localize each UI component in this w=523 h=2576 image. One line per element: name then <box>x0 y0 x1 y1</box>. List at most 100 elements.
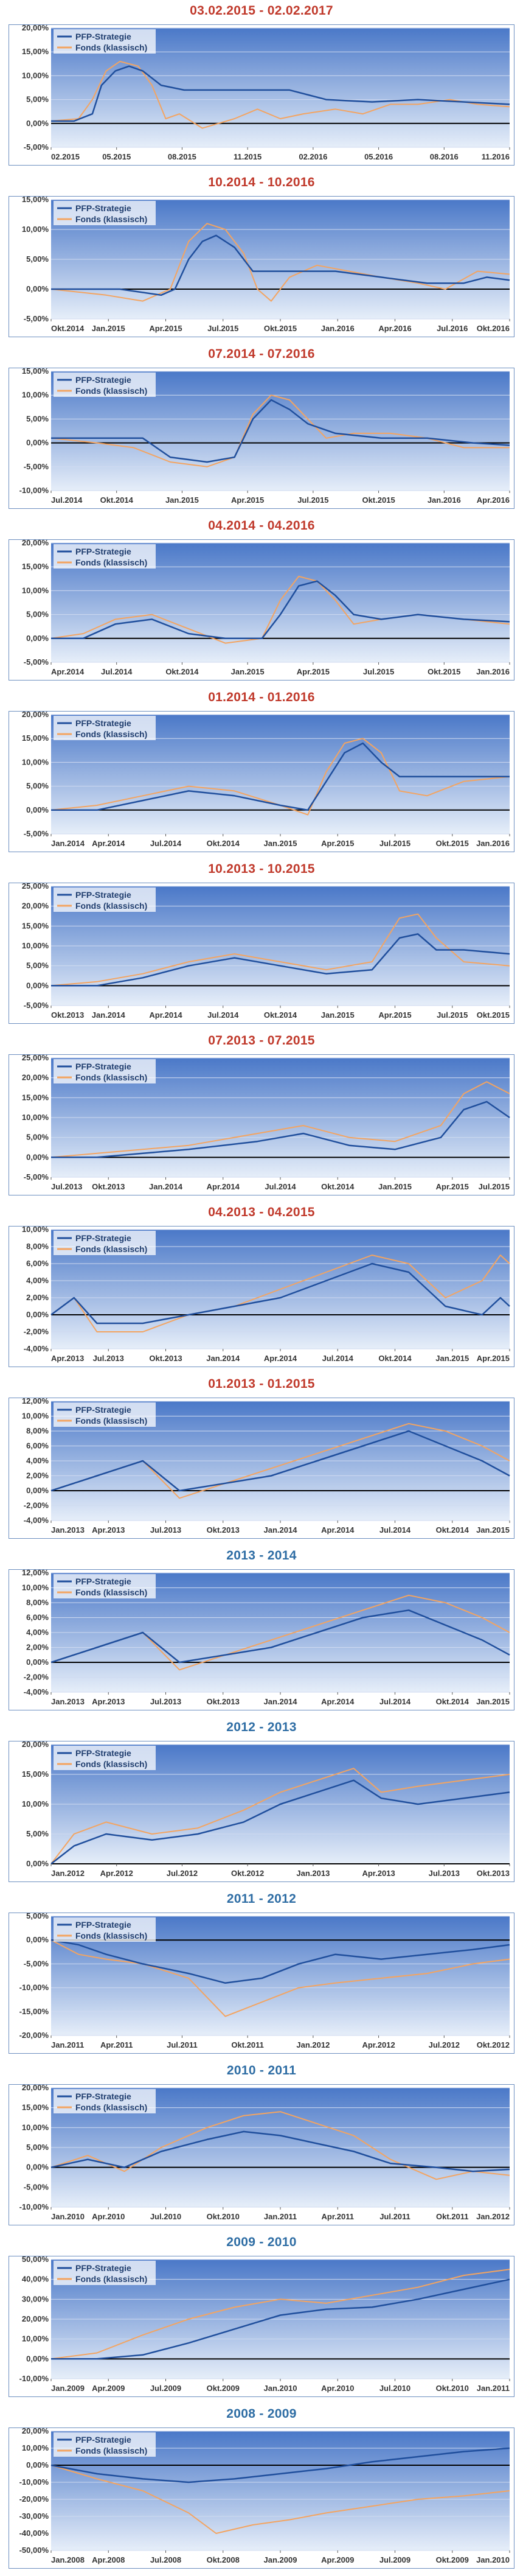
y-tick-label: 12,00% <box>22 1569 49 1577</box>
y-tick-label: 25,00% <box>22 883 49 891</box>
x-tick-label: Apr.2013 <box>362 1869 395 1878</box>
x-tick-label: Jan.2011 <box>51 2040 84 2049</box>
y-tick-label: -5,00% <box>24 1172 49 1181</box>
series-line-pfp-strategie <box>50 2447 510 2483</box>
legend-label: Fonds (klassisch) <box>75 43 147 52</box>
y-tick-label: -5,00% <box>24 1959 49 1968</box>
legend-label: Fonds (klassisch) <box>75 729 147 739</box>
legend-label: Fonds (klassisch) <box>75 1931 147 1941</box>
x-tick-label: Jul.2013 <box>150 1697 181 1706</box>
series-line-pfp-strategie <box>50 1609 510 1664</box>
legend-label: Fonds (klassisch) <box>75 2446 147 2455</box>
y-tick-label: 10,00% <box>22 225 49 234</box>
x-tick-label: Okt.2013 <box>149 1354 182 1363</box>
legend-label: Fonds (klassisch) <box>75 214 147 224</box>
x-tick-label: 11.2016 <box>482 152 510 161</box>
x-tick-label: Okt.2014 <box>51 324 85 333</box>
x-tick-label: Jan.2008 <box>51 2555 85 2564</box>
legend-label: PFP-Strategie <box>75 1405 131 1415</box>
x-tick-label: Jan.2011 <box>477 2384 510 2393</box>
y-tick-label: 10,00% <box>22 1583 49 1592</box>
line-chart: 20,00%15,00%10,00%5,00%0,00%-5,00%Jan.20… <box>9 711 514 852</box>
y-tick-label: 5,00% <box>26 414 49 423</box>
y-tick-label: 15,00% <box>22 368 49 376</box>
y-tick-label: 12,00% <box>22 1398 49 1405</box>
y-tick-label: 5,00% <box>26 610 49 619</box>
y-tick-label: 0,00% <box>26 2354 49 2363</box>
x-tick-label: Okt.2015 <box>436 839 469 848</box>
x-tick-label: Okt.2012 <box>477 2040 510 2049</box>
chart-title: 03.02.2015 - 02.02.2017 <box>190 4 333 18</box>
x-tick-label: Jan.2016 <box>476 667 510 676</box>
x-tick-label: 08.2015 <box>168 152 196 161</box>
y-tick-label: 10,00% <box>22 2334 49 2343</box>
x-tick-label: Jan.2013 <box>51 1697 85 1706</box>
y-tick-label: -20,00% <box>19 2494 49 2504</box>
x-tick-label: Jan.2013 <box>296 1869 330 1878</box>
y-tick-label: 0,00% <box>26 634 49 643</box>
x-tick-label: Apr.2012 <box>100 1869 133 1878</box>
x-tick-label: Apr.2014 <box>264 1354 297 1363</box>
y-tick-label: 0,00% <box>26 284 49 293</box>
x-tick-label: Apr.2015 <box>378 1010 411 1020</box>
line-chart: 20,00% 15,00% 10,00% 5,00% 0,00% -5,00% -10,00… <box>9 2084 514 2225</box>
x-tick-label: Jan.2010 <box>264 2384 297 2393</box>
x-tick-label: Jan.2012 <box>296 2040 330 2049</box>
series-line-fonds-klassisch <box>50 1081 510 1158</box>
x-tick-label: Jan.2012 <box>51 1869 85 1878</box>
x-tick-label: Okt.2011 <box>436 2212 469 2221</box>
x-tick-label: Okt.2015 <box>362 495 395 505</box>
legend-box <box>54 2089 156 2113</box>
x-tick-label: 08.2016 <box>430 152 459 161</box>
y-tick-label: -5,00% <box>24 829 49 838</box>
x-tick-label: Okt.2013 <box>51 1010 84 1020</box>
y-tick-label: 10,00% <box>22 2123 49 2132</box>
y-tick-label: 5,00% <box>26 782 49 791</box>
x-tick-label: Jan.2015 <box>92 324 125 333</box>
line-chart: 15,00% 10,00% 5,00% 0,00% -5,00%Okt.2014 Jan.… <box>9 196 514 337</box>
x-tick-label: Apr.2012 <box>362 2040 395 2049</box>
chart-panel: 2010 - 2011 20,00% 15,00% 10,00% 5,00% 0,00% -… <box>0 2060 523 2231</box>
chart-title: 2013 - 2014 <box>226 1549 297 1563</box>
y-tick-label: 15,00% <box>22 562 49 571</box>
chart-title: 10.2013 - 10.2015 <box>208 862 315 876</box>
x-tick-label: Okt.2013 <box>92 1182 125 1191</box>
y-tick-label: -10,00% <box>19 2374 49 2383</box>
y-tick-label: 30,00% <box>22 2294 49 2303</box>
series-line-pfp-strategie <box>51 2278 510 2360</box>
y-tick-label: 6,00% <box>26 1613 49 1622</box>
series-line-pfp-strategie <box>50 1939 510 1984</box>
x-tick-label: 02.2016 <box>299 152 327 161</box>
y-tick-label: 6,00% <box>26 1441 49 1451</box>
x-tick-label: Jul.2014 <box>207 1010 239 1020</box>
series-line-fonds-klassisch <box>50 394 510 467</box>
series-line-pfp-strategie <box>51 580 510 640</box>
series-line-pfp-strategie <box>51 234 510 296</box>
chart-panel: 03.02.2015 - 02.02.2017 20,00% 15,00% 10,00… <box>0 0 523 172</box>
y-tick-label: 0,00% <box>26 981 49 990</box>
y-tick-label: 15,00% <box>22 733 49 743</box>
y-tick-label: -5,00% <box>24 1001 49 1010</box>
y-tick-label: 0,00% <box>26 1657 49 1667</box>
legend-label: PFP-Strategie <box>75 2091 131 2101</box>
legend-label: Fonds (klassisch) <box>75 1759 147 1769</box>
y-tick-label: -5,00% <box>24 142 49 152</box>
chart-panel: 01.2014 - 01.2016 20,00% 15,00% 10,00% 5,00%… <box>0 687 523 858</box>
x-tick-label: Okt.2010 <box>436 2384 469 2393</box>
x-tick-label: Okt.2015 <box>428 667 460 676</box>
y-tick-label: 10,00% <box>22 390 49 399</box>
series-line-pfp-strategie <box>50 2130 510 2172</box>
x-tick-label: Apr.2010 <box>321 2384 354 2393</box>
x-tick-label: Jan.2016 <box>428 495 461 505</box>
legend-box <box>54 1574 156 1598</box>
y-tick-label: 0,00% <box>26 805 49 814</box>
x-tick-label: Apr.2013 <box>51 1354 84 1363</box>
y-tick-label: 15,00% <box>22 47 49 56</box>
y-tick-label: 4,00% <box>26 1628 49 1637</box>
legend-box <box>54 2261 156 2285</box>
y-tick-label: 0,00% <box>26 119 49 128</box>
legend-label: PFP-Strategie <box>75 547 131 556</box>
